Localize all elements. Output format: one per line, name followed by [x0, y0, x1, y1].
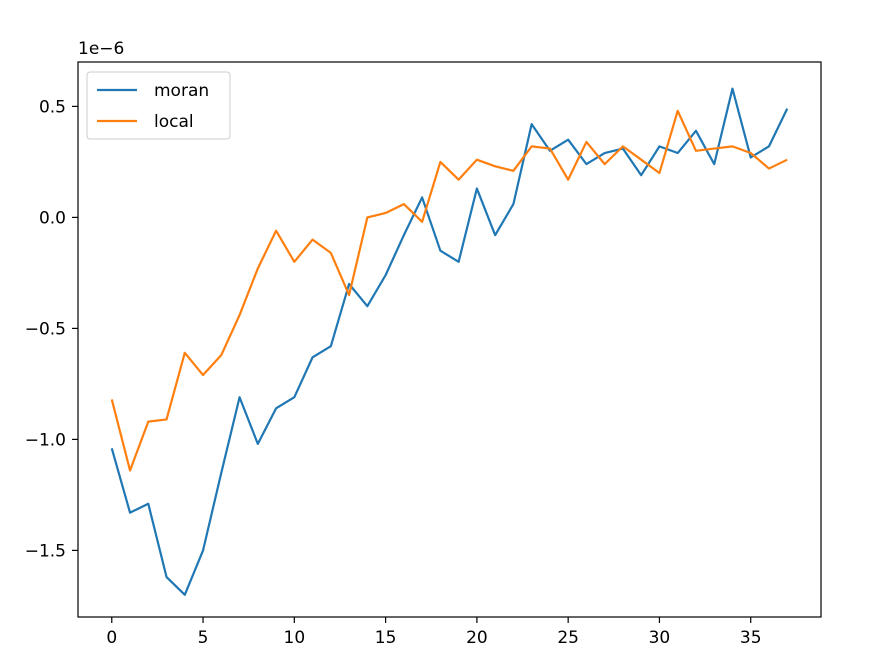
x-tick-label: 5 — [198, 628, 209, 648]
x-tick-label: 35 — [740, 628, 762, 648]
y-tick-label: −0.5 — [25, 319, 66, 339]
y-axis: −1.5 −1.0 −0.5 0.0 0.5 — [25, 97, 78, 561]
y-tick-label: 0.0 — [39, 208, 66, 228]
legend: moran local — [86, 71, 231, 140]
legend-box — [86, 71, 231, 140]
y-tick-label: −1.0 — [25, 430, 66, 450]
x-tick-label: 15 — [375, 628, 397, 648]
x-axis: 0 5 10 15 20 25 30 35 — [106, 617, 762, 648]
plot-lines — [110, 87, 789, 596]
plot-frame — [77, 61, 822, 618]
x-tick-label: 10 — [284, 628, 306, 648]
x-tick-label: 20 — [466, 628, 488, 648]
legend-label-moran: moran — [154, 81, 209, 101]
x-tick-label: 30 — [649, 628, 671, 648]
y-tick-label: −1.5 — [25, 541, 66, 561]
series-line-local — [110, 109, 788, 472]
x-tick-label: 25 — [557, 628, 579, 648]
y-tick-label: 0.5 — [39, 97, 66, 117]
x-tick-label: 0 — [106, 628, 117, 648]
y-offset-label: 1e−6 — [78, 39, 124, 59]
legend-label-local: local — [154, 112, 194, 132]
series-line-moran — [110, 87, 789, 596]
